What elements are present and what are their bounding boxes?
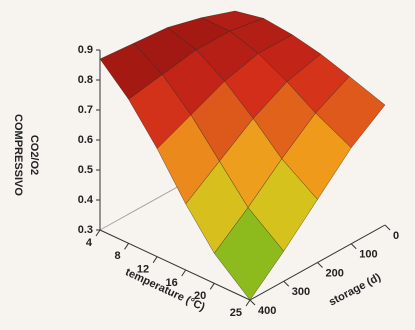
z-tick-label: 0.9 xyxy=(78,44,93,56)
y-tick-label: 300 xyxy=(292,286,310,298)
x-tick-label: 4 xyxy=(86,237,93,249)
y-tick-label: 400 xyxy=(258,305,276,317)
y-tick xyxy=(283,280,290,287)
x-tick-label: 12 xyxy=(137,264,149,276)
z-tick-label: 0.3 xyxy=(78,224,93,236)
x-tick xyxy=(181,269,187,277)
z-tick-label: 0.8 xyxy=(78,74,93,86)
z-tick-label: 0.6 xyxy=(78,134,93,146)
x-tick xyxy=(209,283,215,290)
y-tick-label: 100 xyxy=(359,249,377,261)
x-tick-label: 25 xyxy=(230,307,242,319)
y-tick-label: 0 xyxy=(393,230,399,242)
x-tick xyxy=(95,229,101,237)
x-tick xyxy=(245,299,251,307)
y-tick xyxy=(317,262,323,268)
surface-patch xyxy=(213,207,285,301)
z-tick-label: 0.4 xyxy=(78,194,94,206)
x-tick-label: 16 xyxy=(165,277,177,289)
x-axis xyxy=(99,229,251,301)
z-axis-title: COMPRESSIVO xyxy=(12,114,24,196)
z-tick-label: 0.7 xyxy=(78,104,93,116)
y-tick xyxy=(249,299,256,306)
y-tick xyxy=(384,224,391,231)
x-tick-label: 8 xyxy=(114,250,120,262)
z-tick-label: 0.5 xyxy=(78,164,93,176)
x-tick xyxy=(152,256,158,263)
z-axis-title: CO2/O2 xyxy=(28,135,40,175)
x-tick xyxy=(124,243,129,250)
y-tick xyxy=(350,243,357,250)
y-tick-label: 200 xyxy=(326,267,344,279)
x-tick-label: 20 xyxy=(194,290,206,302)
